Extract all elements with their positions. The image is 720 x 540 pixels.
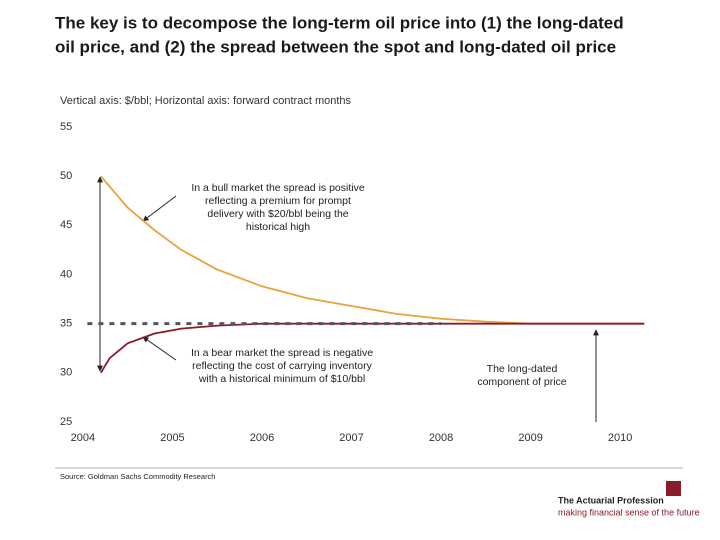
x-tick-label: 2005 — [160, 432, 184, 444]
x-tick-label: 2006 — [250, 432, 274, 444]
annotation: reflecting the cost of carrying inventor… — [192, 360, 373, 372]
x-tick-label: 2004 — [71, 432, 95, 444]
y-tick-label: 40 — [60, 268, 72, 280]
x-tick-label: 2010 — [608, 432, 632, 444]
title-line: The key is to decompose the long-term oi… — [55, 13, 624, 32]
chart-subtitle: Vertical axis: $/bbl; Horizontal axis: f… — [60, 95, 352, 107]
x-tick-label: 2008 — [429, 432, 453, 444]
source-note: Source: Goldman Sachs Commodity Research — [60, 472, 215, 481]
y-tick-label: 50 — [60, 170, 72, 182]
annotation: reflecting a premium for prompt — [205, 195, 351, 207]
x-tick-label: 2007 — [339, 432, 363, 444]
annotation: historical high — [246, 221, 310, 233]
series-line — [100, 175, 645, 325]
plot: 25 30 35 40 45 50 55 2004 2005 2006 2007 2008 2009 20… — [60, 121, 645, 444]
logo-square — [666, 481, 681, 496]
y-tick-label: 45 — [60, 219, 72, 231]
annotation-arrow — [142, 195, 177, 222]
annotation: with a historical minimum of $10/bbl — [198, 373, 365, 385]
x-tick-label: 2009 — [518, 432, 542, 444]
annotation: In a bear market the spread is negative — [191, 347, 373, 359]
y-tick-label: 35 — [60, 318, 72, 330]
y-tick-label: 25 — [60, 416, 72, 428]
logo-text: The Actuarial Profession — [558, 495, 664, 505]
annotation-arrow — [142, 336, 177, 361]
title-line: oil price, and (2) the spread between th… — [55, 37, 616, 56]
annotation: The long-dated — [487, 363, 558, 375]
annotation: component of price — [477, 376, 566, 388]
logo-tagline: making financial sense of the future — [558, 507, 700, 517]
annotation: In a bull market the spread is positive — [191, 182, 364, 194]
y-tick-label: 55 — [60, 121, 72, 133]
annotation: delivery with $20/bbl being the — [207, 208, 348, 220]
y-tick-label: 30 — [60, 367, 72, 379]
